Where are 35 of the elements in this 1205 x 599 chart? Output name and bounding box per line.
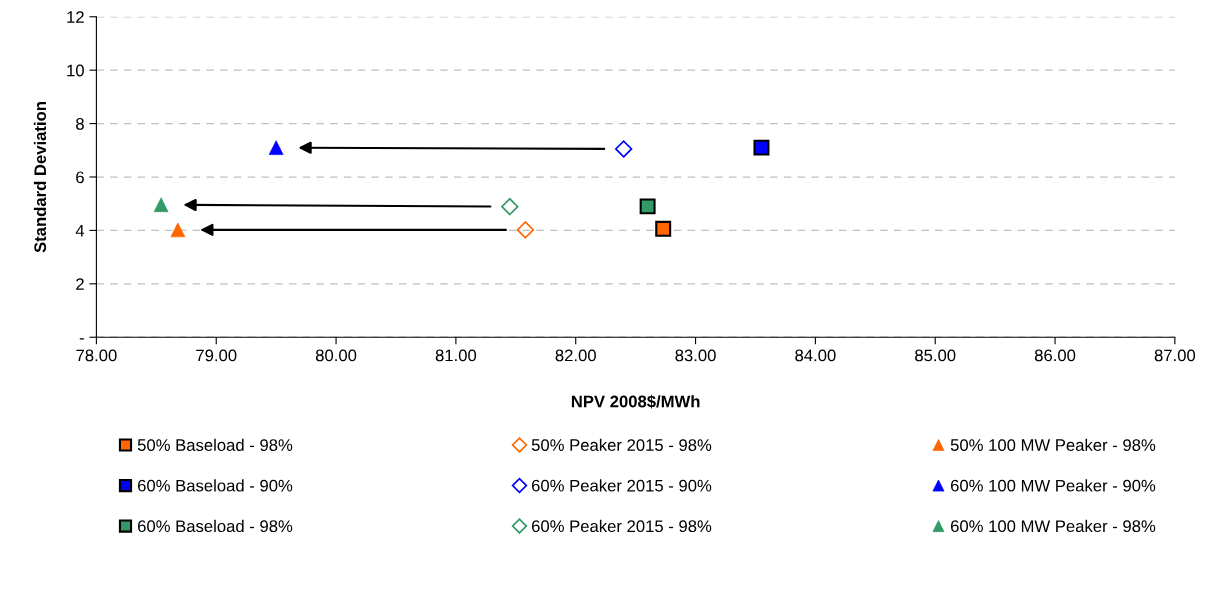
x-tick-label: 81.00 — [435, 349, 477, 362]
y-tick-label: 10 — [67, 64, 84, 77]
y-axis-title: Standard Deviation — [33, 102, 47, 253]
x-tick-label: 78.00 — [76, 349, 117, 362]
legend-label: 60% Peaker 2015 - 90% — [531, 479, 712, 492]
legend-label: 60% 100 MW Peaker - 98% — [950, 519, 1156, 533]
x-tick-label: 84.00 — [795, 349, 836, 362]
x-tick-label: 82.00 — [555, 349, 596, 362]
point — [268, 140, 284, 155]
y-tick-label: 12 — [67, 11, 84, 23]
point — [639, 198, 656, 215]
y-tick-label: 6 — [76, 171, 84, 184]
legend-label: 60% Baseload - 90% — [138, 479, 293, 492]
legend-label: 50% Peaker 2015 - 98% — [531, 438, 712, 451]
legend-label: 60% Baseload - 98% — [138, 519, 293, 533]
x-tick-label: 85.00 — [915, 349, 956, 362]
x-axis-title: NPV 2008$/MWh — [571, 394, 700, 409]
y-tick-label: 2 — [76, 278, 84, 290]
x-tick-label: 87.00 — [1154, 349, 1196, 362]
x-tick-label: 86.00 — [1034, 349, 1076, 362]
x-tick-label: 79.00 — [196, 349, 237, 362]
point — [501, 197, 519, 216]
legend-label: 60% Peaker 2015 - 98% — [531, 519, 712, 533]
y-tick-label: - — [79, 338, 84, 340]
legend-label: 60% 100 MW Peaker - 90% — [950, 479, 1156, 492]
point — [655, 220, 672, 237]
legend-label: 50% 100 MW Peaker - 98% — [950, 438, 1156, 451]
y-tick-label: 4 — [75, 224, 85, 237]
x-tick-label: 80.00 — [315, 349, 357, 362]
x-tick-label: 83.00 — [675, 349, 716, 362]
point — [753, 139, 770, 156]
point — [516, 221, 535, 239]
legend-label: 50% Baseload - 98% — [137, 438, 293, 451]
point — [614, 140, 633, 158]
y-tick-label: 8 — [76, 117, 84, 130]
